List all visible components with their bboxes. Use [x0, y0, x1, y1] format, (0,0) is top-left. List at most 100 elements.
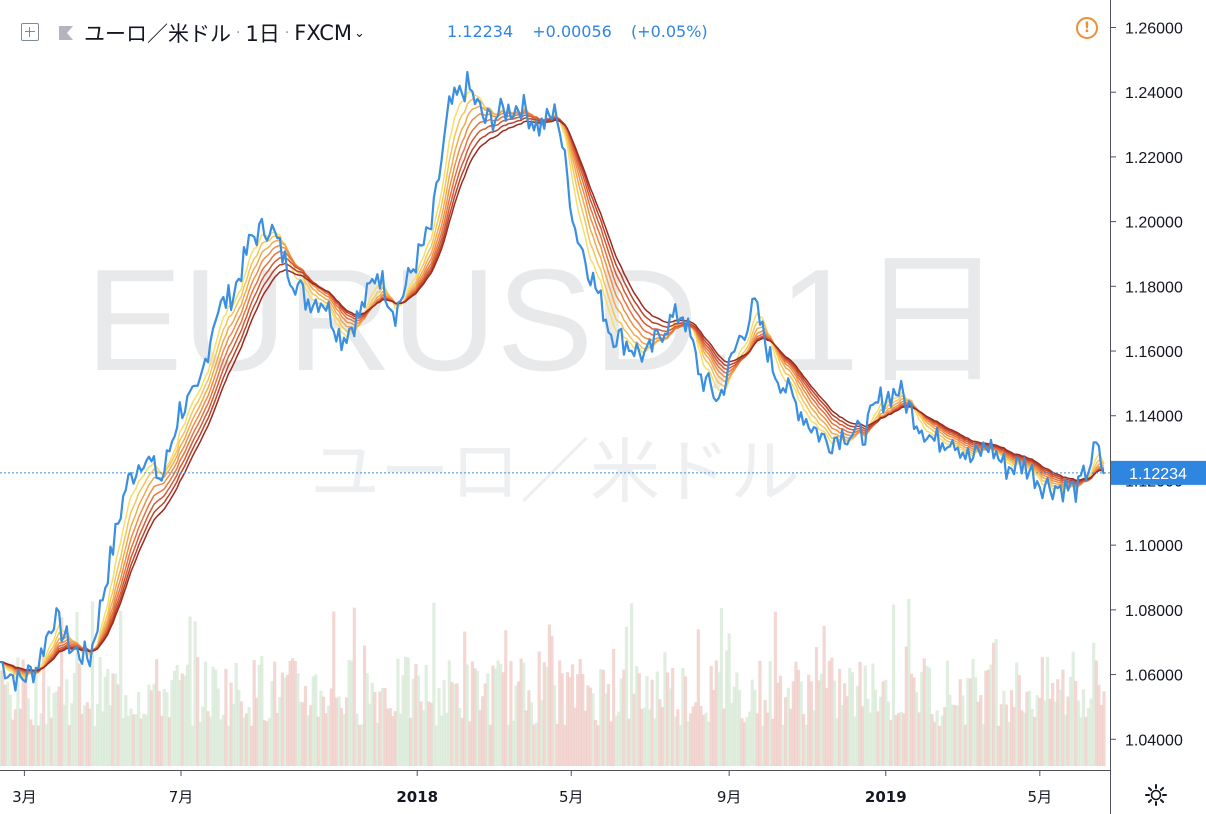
volume-bar	[1027, 690, 1032, 766]
volume-bar	[180, 673, 184, 766]
watermark-description: ユーロ／米ドル	[310, 431, 800, 513]
volume-bar	[840, 704, 844, 766]
volume-bar	[614, 715, 618, 766]
volume-bar	[119, 610, 123, 766]
volume-bar	[1097, 684, 1101, 766]
volume-bar	[65, 679, 69, 766]
volume-bar	[422, 710, 426, 766]
volume-bar	[635, 666, 639, 766]
volume-bar	[786, 687, 790, 766]
volume-bar	[42, 656, 46, 766]
volume-bar	[1076, 700, 1080, 766]
add-symbol-icon[interactable]	[21, 23, 39, 41]
volume-bar	[642, 707, 647, 766]
volume-bar	[689, 713, 693, 766]
volume-bar	[1056, 679, 1060, 766]
volume-bar	[319, 690, 323, 766]
volume-bar	[13, 709, 18, 766]
volume-bar	[1094, 660, 1098, 766]
volume-bar	[989, 664, 993, 766]
volume-bar	[244, 713, 249, 766]
volume-bar	[314, 674, 318, 766]
volume-bar	[629, 603, 634, 766]
volume-bar	[709, 666, 713, 766]
volume-bar	[1086, 708, 1091, 766]
volume-bar	[1012, 707, 1016, 766]
volume-bar	[409, 717, 413, 766]
volume-bar	[855, 685, 860, 766]
last-price-label: 1.12234	[1111, 460, 1206, 485]
volume-bar	[429, 702, 433, 766]
volume-bar	[488, 724, 492, 766]
volume-bar	[60, 617, 64, 766]
price-axis-label: 1.26000	[1125, 21, 1183, 38]
volume-bar	[766, 712, 770, 766]
volume-bar	[519, 658, 523, 766]
volume-bar	[653, 718, 657, 766]
volume-bar	[832, 680, 837, 766]
time-axis-label: 5月	[1028, 788, 1053, 806]
volume-bar	[44, 724, 48, 766]
warning-icon[interactable]: !	[1076, 17, 1098, 39]
symbol-name: ユーロ／米ドル	[84, 22, 231, 46]
volume-bar	[293, 660, 297, 766]
volume-bar	[1102, 691, 1106, 766]
volume-bar	[735, 672, 739, 766]
volume-bar	[730, 702, 734, 766]
volume-bar	[360, 724, 364, 766]
volume-bar	[178, 679, 182, 766]
volume-bar	[612, 648, 616, 766]
volume-bar	[879, 696, 883, 766]
volume-bar	[72, 672, 77, 766]
volume-bar	[992, 642, 996, 766]
volume-bar	[386, 708, 390, 766]
volume-bar	[250, 725, 254, 766]
volume-bar	[62, 704, 66, 766]
volume-bar	[347, 659, 351, 766]
volume-bar	[77, 663, 82, 766]
volume-bar	[221, 714, 225, 766]
volume-bar	[460, 717, 464, 766]
volume-bar	[894, 715, 898, 766]
volume-bar	[18, 708, 23, 766]
price-axis-label: 1.16000	[1125, 344, 1183, 361]
volume-bar	[537, 651, 541, 766]
volume-bar	[450, 682, 454, 766]
volume-bar	[560, 673, 564, 766]
settings-gear-icon[interactable]	[1144, 783, 1168, 807]
volume-bar	[748, 711, 752, 766]
price-axis-label: 1.04000	[1125, 732, 1183, 749]
volume-bar	[121, 717, 125, 766]
volume-bar	[696, 629, 700, 766]
volume-bar	[753, 689, 757, 766]
volume-bar	[162, 688, 166, 766]
volume-bar	[278, 697, 282, 766]
legend-last-price: 1.12234	[447, 22, 514, 41]
time-axis[interactable]: 3月 7月 2018 5月 9月 2019 5月	[12, 770, 1052, 806]
volume-bar	[257, 664, 261, 766]
volume-bar	[578, 658, 582, 766]
volume-bar	[24, 675, 28, 766]
price-axis[interactable]: 1.26000 1.24000 1.22000 1.20000 1.18000 1.160…	[1110, 21, 1183, 750]
volume-bar	[437, 688, 441, 766]
volume-bar	[95, 703, 100, 766]
volume-bar	[201, 706, 205, 766]
symbol-title[interactable]: ユーロ／米ドル · 1日 · FXCM ⌄	[84, 18, 365, 48]
chevron-down-icon[interactable]: ⌄	[354, 25, 365, 41]
volume-bar	[1009, 690, 1014, 766]
volume-bar	[260, 655, 264, 766]
volume-bar	[224, 668, 228, 766]
volume-bar	[0, 670, 2, 766]
volume-bar	[1038, 698, 1042, 766]
volume-bar	[637, 673, 641, 766]
volume-bar	[1074, 680, 1078, 766]
volume-bar	[650, 679, 654, 766]
volume-bar	[16, 657, 20, 766]
flag-icon[interactable]	[57, 26, 75, 40]
volume-bar	[1033, 716, 1037, 766]
volume-bar	[398, 713, 403, 766]
volume-bar	[843, 683, 847, 766]
volume-bar	[722, 708, 726, 766]
volume-bar	[321, 696, 326, 766]
